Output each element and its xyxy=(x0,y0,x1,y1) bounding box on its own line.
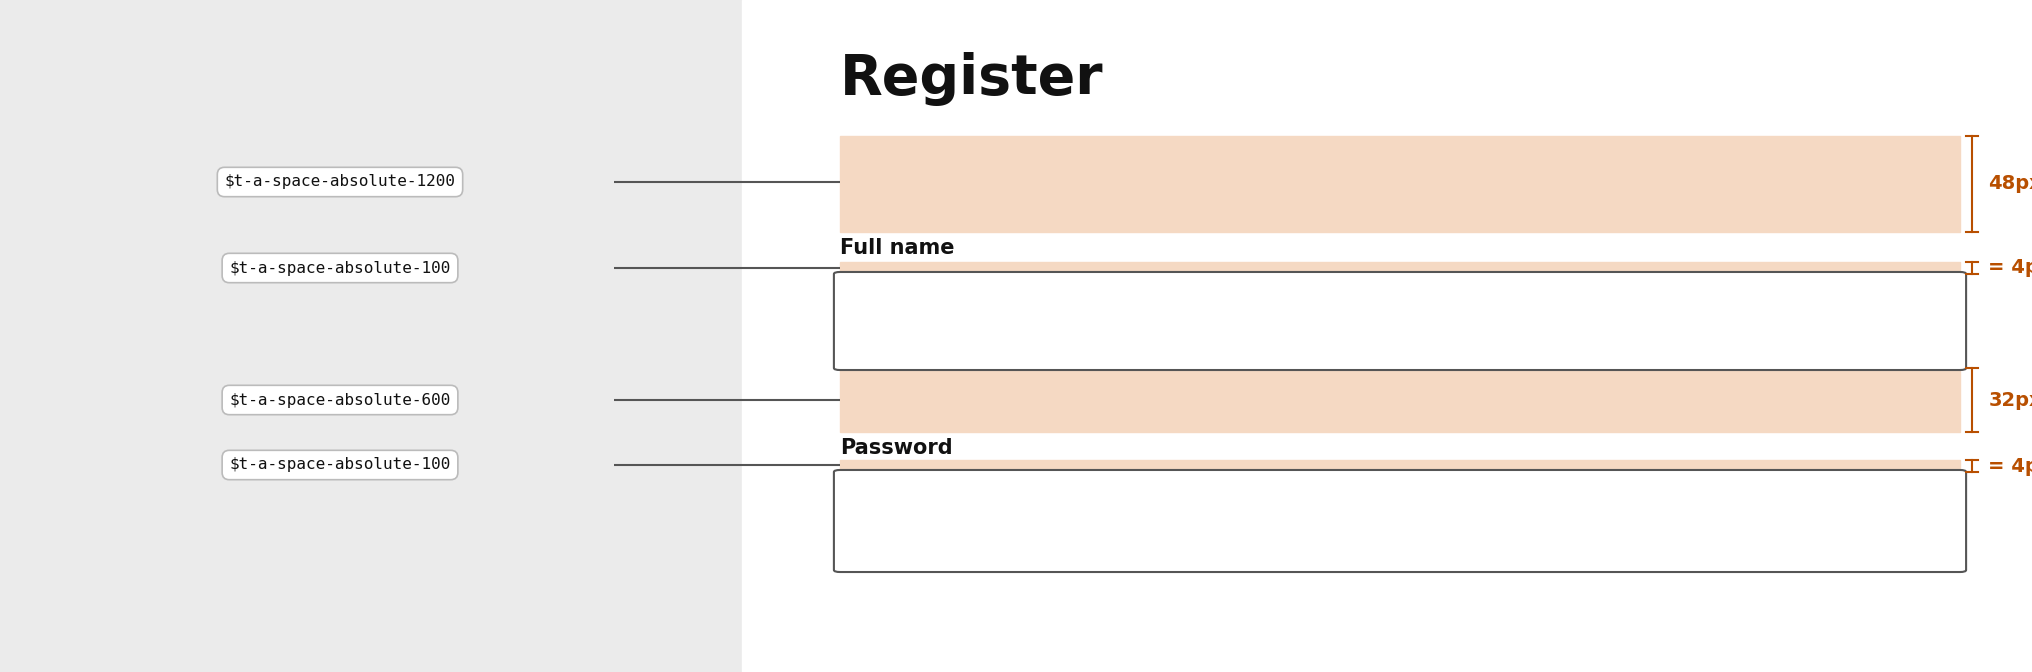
Bar xyxy=(839,460,1961,472)
Text: $t-a-space-absolute-100: $t-a-space-absolute-100 xyxy=(230,261,451,276)
Text: Full name: Full name xyxy=(839,238,955,258)
Bar xyxy=(839,136,1961,232)
Text: $t-a-space-absolute-600: $t-a-space-absolute-600 xyxy=(230,392,451,407)
FancyBboxPatch shape xyxy=(833,272,1967,370)
Bar xyxy=(839,368,1961,432)
Text: 48px: 48px xyxy=(1989,175,2032,194)
FancyBboxPatch shape xyxy=(833,470,1967,572)
Text: $t-a-space-absolute-100: $t-a-space-absolute-100 xyxy=(230,458,451,472)
Bar xyxy=(742,0,2032,672)
Text: = 4px: = 4px xyxy=(1989,456,2032,476)
Text: Register: Register xyxy=(839,52,1103,106)
Bar xyxy=(0,0,742,672)
Text: $t-a-space-absolute-1200: $t-a-space-absolute-1200 xyxy=(224,175,455,190)
Text: 32px: 32px xyxy=(1989,390,2032,409)
Text: = 4px: = 4px xyxy=(1989,259,2032,278)
Bar xyxy=(839,262,1961,274)
Text: Password: Password xyxy=(839,438,953,458)
